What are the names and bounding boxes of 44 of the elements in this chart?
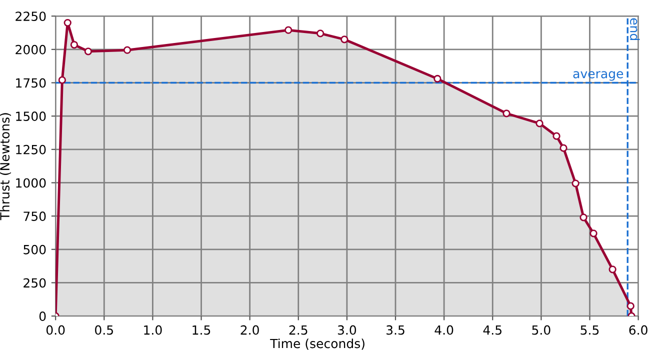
y-tick-label: 1500 xyxy=(16,112,46,122)
x-tick-label: 0.5 xyxy=(95,325,113,335)
point xyxy=(560,144,568,152)
point xyxy=(70,40,78,49)
x-tick-label: 6.0 xyxy=(629,325,648,335)
y-tick-label: 1000 xyxy=(16,178,46,188)
x-tick-label: 1.5 xyxy=(192,325,210,335)
point xyxy=(434,74,442,83)
point xyxy=(123,46,132,54)
x-tick-label: 5.0 xyxy=(532,325,550,335)
point xyxy=(64,18,72,27)
x-tick-label: 1.0 xyxy=(144,325,162,335)
point xyxy=(502,110,510,118)
x-tick-label: 5.5 xyxy=(580,325,599,335)
point xyxy=(536,120,544,128)
point xyxy=(58,76,66,84)
x-axis-title: Time (seconds) xyxy=(270,338,364,350)
x-tick-label: 4.0 xyxy=(434,325,454,335)
y-tick-label: 1750 xyxy=(16,78,46,88)
y-tick-label: 750 xyxy=(24,212,46,221)
point xyxy=(608,266,616,274)
x-tick-label: 2.5 xyxy=(289,325,308,335)
point xyxy=(284,26,292,34)
point xyxy=(340,36,348,44)
y-tick-label: 1250 xyxy=(16,144,46,154)
point xyxy=(590,230,598,238)
point xyxy=(552,132,560,140)
x-tick-label: 2.0 xyxy=(240,325,259,335)
x-tick-label: 0.0 xyxy=(46,325,65,335)
ref-line-label: end xyxy=(630,18,640,40)
point xyxy=(84,48,92,56)
x-tick-label: 3.5 xyxy=(386,325,404,335)
x-tick-label: 3.0 xyxy=(338,325,356,335)
point xyxy=(580,214,588,222)
y-tick-label: 500 xyxy=(24,244,46,254)
point xyxy=(316,30,324,38)
y-axis-title: Thrust (Newtons) xyxy=(0,113,12,220)
x-tick-label: 4.5 xyxy=(483,325,502,335)
point xyxy=(572,180,580,188)
y-tick-label: 250 xyxy=(24,278,46,288)
y-tick-label: 2250 xyxy=(16,12,46,22)
y-tick-label: 0 xyxy=(39,312,46,321)
point xyxy=(626,302,634,310)
y-tick-label: 2000 xyxy=(16,44,46,54)
